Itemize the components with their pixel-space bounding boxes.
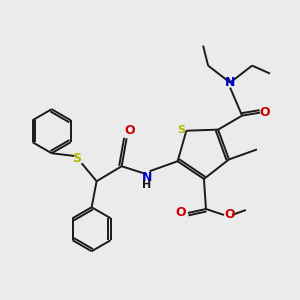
Text: S: S (72, 152, 81, 165)
Text: O: O (176, 206, 186, 220)
Text: O: O (225, 208, 235, 221)
Text: O: O (124, 124, 135, 137)
Text: N: N (225, 76, 235, 89)
Text: H: H (142, 180, 151, 190)
Text: S: S (177, 125, 185, 135)
Text: O: O (260, 106, 270, 119)
Text: N: N (141, 171, 152, 184)
